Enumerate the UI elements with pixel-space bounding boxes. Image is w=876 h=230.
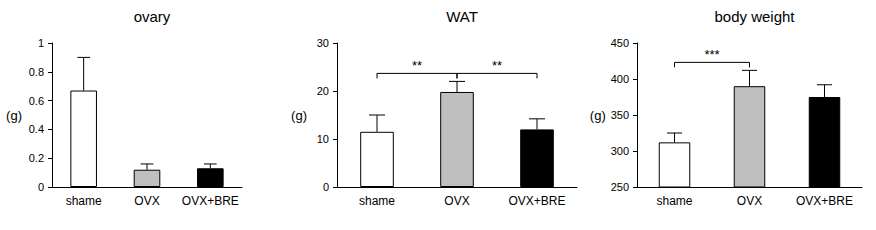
svg-text:shame: shame [359, 194, 395, 208]
svg-text:1: 1 [38, 37, 44, 49]
svg-text:30: 30 [317, 37, 329, 49]
svg-text:10: 10 [317, 133, 329, 145]
svg-text:OVX: OVX [444, 194, 469, 208]
svg-text:20: 20 [317, 85, 329, 97]
svg-text:(g): (g) [6, 108, 22, 123]
svg-text:400: 400 [611, 73, 629, 85]
svg-text:250: 250 [611, 181, 629, 193]
svg-text:300: 300 [611, 145, 629, 157]
svg-text:450: 450 [611, 37, 629, 49]
svg-text:(g): (g) [590, 108, 606, 123]
svg-text:0.4: 0.4 [29, 123, 44, 135]
svg-text:shame: shame [656, 194, 692, 208]
svg-text:body weight: body weight [714, 8, 795, 25]
svg-text:OVX+BRE: OVX+BRE [508, 194, 565, 208]
svg-text:***: *** [704, 47, 719, 62]
svg-text:0: 0 [323, 181, 329, 193]
svg-text:WAT: WAT [446, 8, 478, 25]
svg-text:(g): (g) [291, 108, 307, 123]
svg-text:0.2: 0.2 [29, 152, 44, 164]
svg-text:ovary: ovary [134, 8, 171, 25]
svg-text:OVX: OVX [737, 194, 762, 208]
svg-text:**: ** [412, 58, 422, 73]
svg-text:OVX+BRE: OVX+BRE [182, 194, 239, 208]
svg-text:OVX: OVX [134, 194, 159, 208]
svg-text:350: 350 [611, 109, 629, 121]
svg-text:0: 0 [38, 181, 44, 193]
svg-text:0.6: 0.6 [29, 95, 44, 107]
svg-text:OVX+BRE: OVX+BRE [796, 194, 853, 208]
svg-text:0.8: 0.8 [29, 66, 44, 78]
svg-text:**: ** [492, 58, 502, 73]
svg-text:shame: shame [66, 194, 102, 208]
